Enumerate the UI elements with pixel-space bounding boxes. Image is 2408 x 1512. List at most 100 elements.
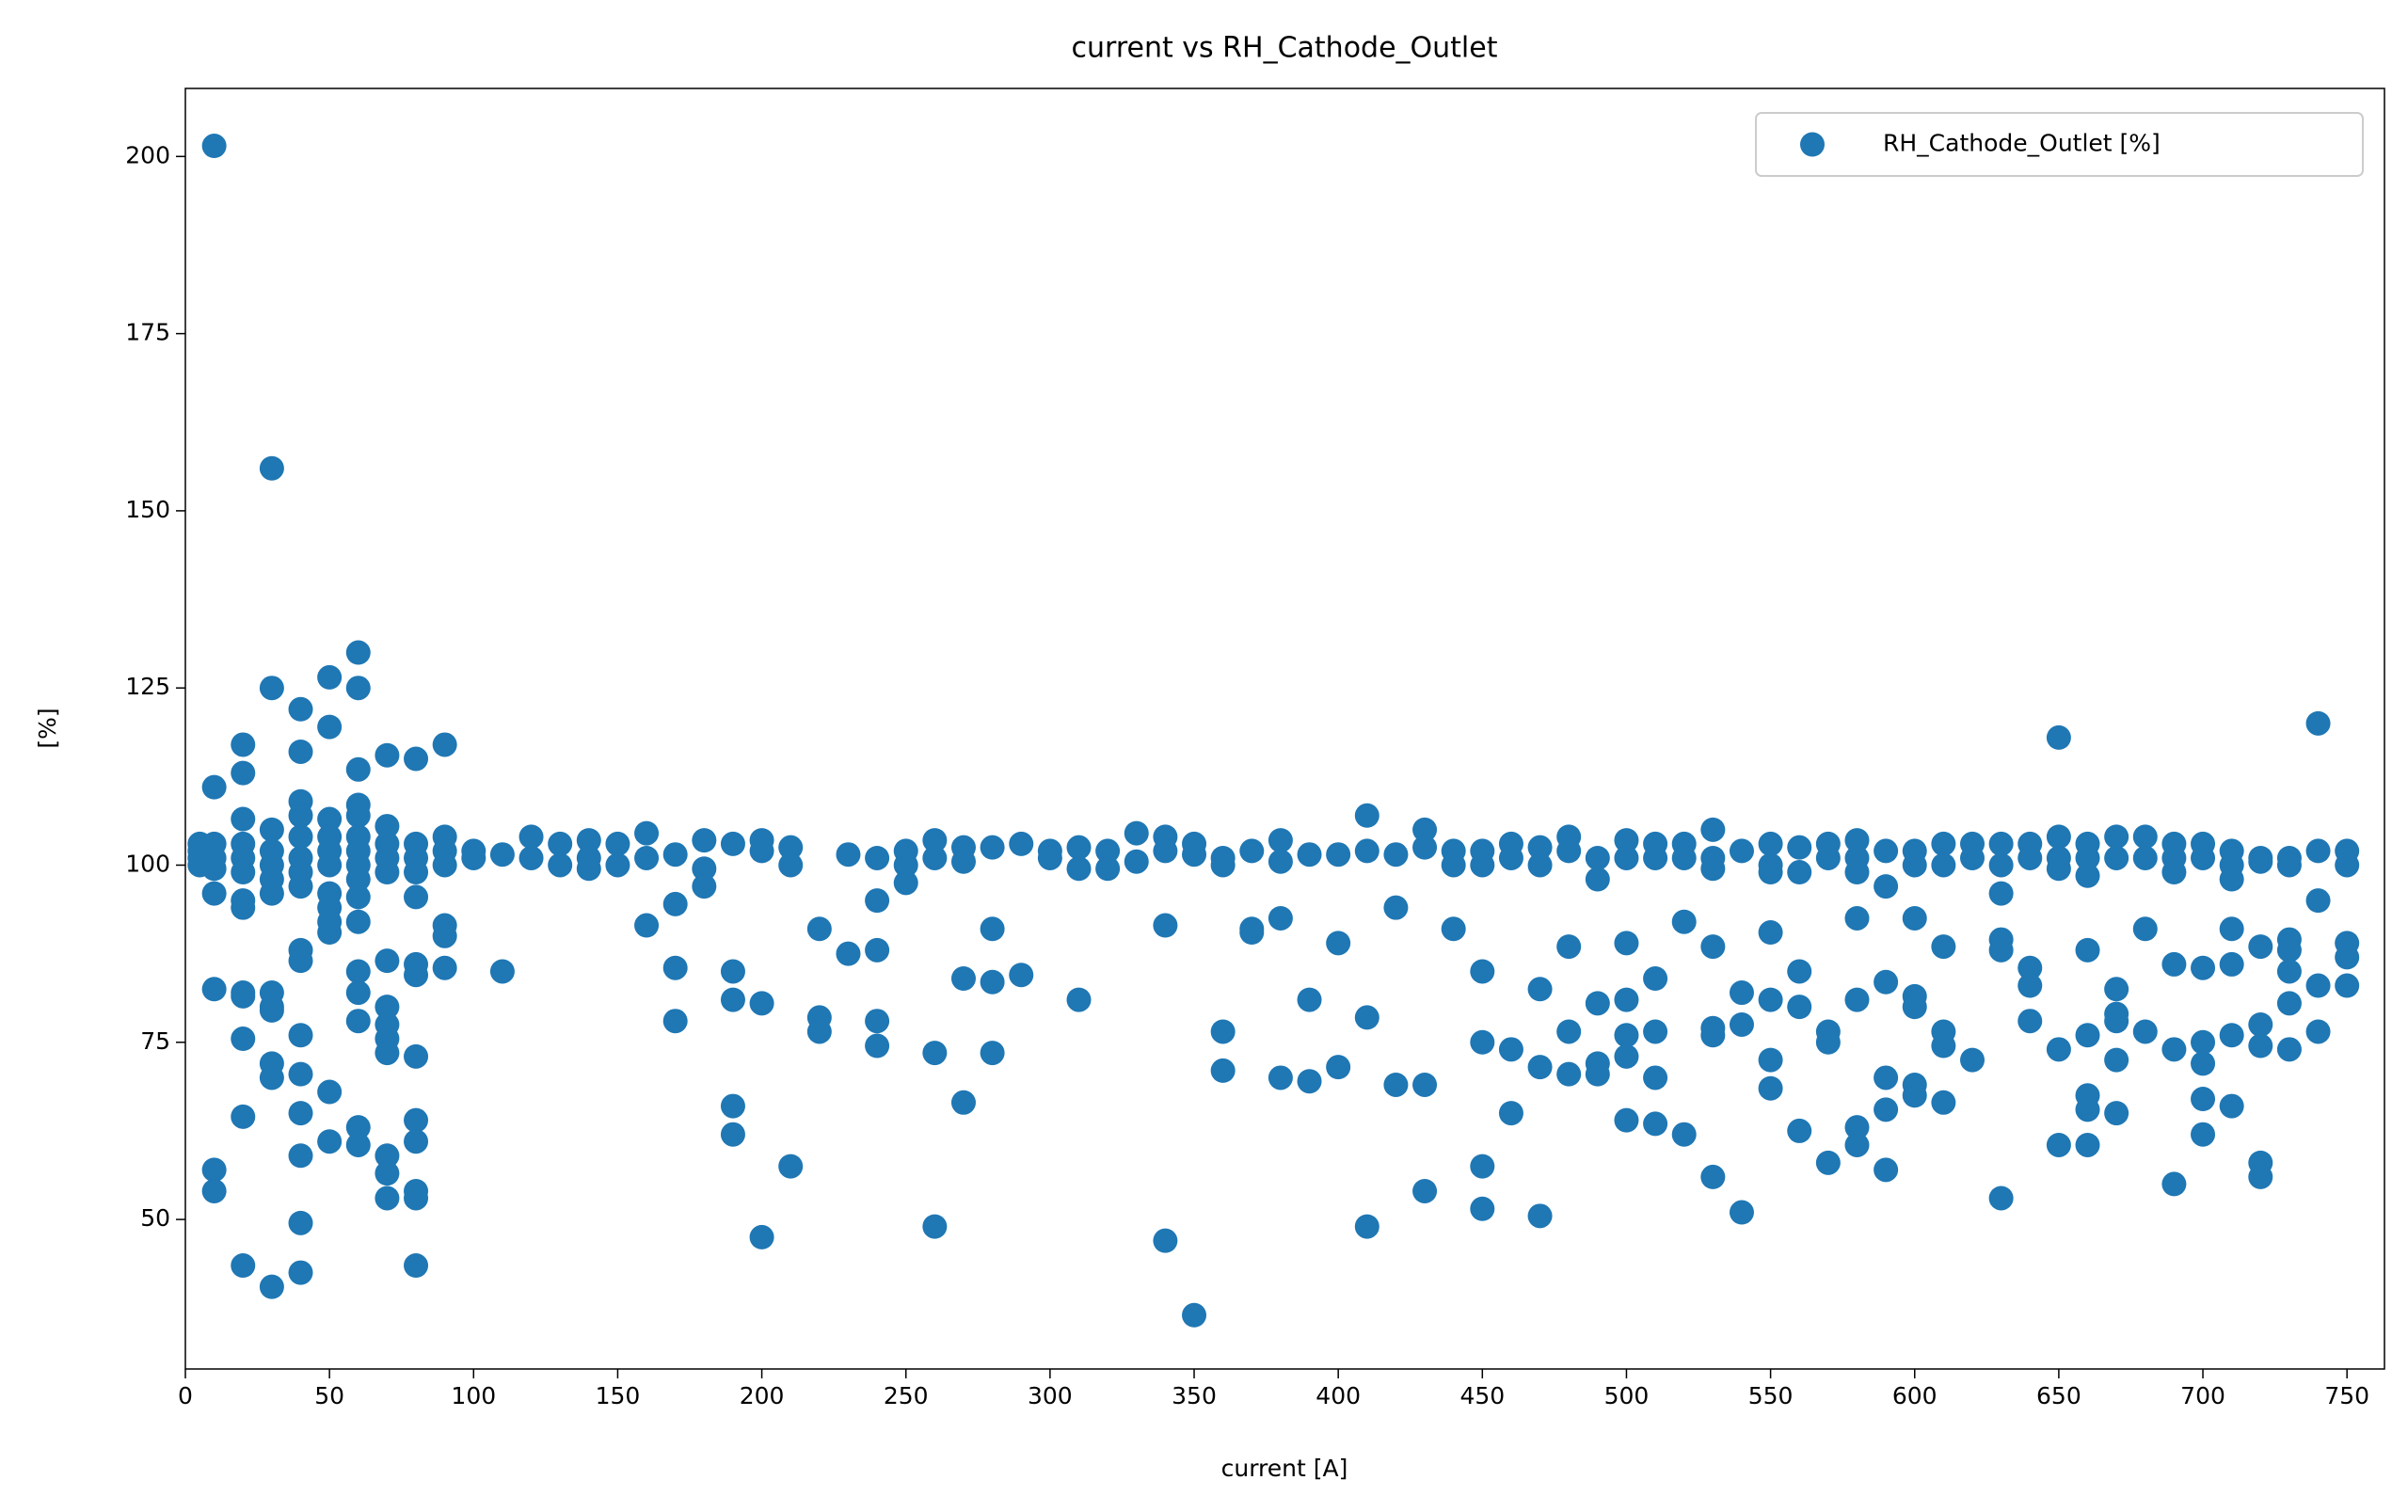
point — [1470, 852, 1495, 878]
point — [1412, 1072, 1438, 1097]
point — [1614, 1107, 1639, 1133]
point — [288, 803, 313, 828]
point — [231, 983, 256, 1009]
point — [1931, 1033, 1956, 1058]
point — [1441, 852, 1466, 878]
point — [1585, 845, 1610, 870]
point — [1931, 1090, 1956, 1115]
point — [749, 991, 774, 1016]
point — [2191, 1087, 2216, 1112]
point — [2191, 1051, 2216, 1076]
point — [2017, 973, 2043, 998]
point — [2132, 845, 2158, 870]
point — [2017, 955, 2043, 980]
point — [2276, 1037, 2302, 1062]
point — [1556, 1019, 1582, 1044]
point — [2046, 724, 2071, 750]
point — [1124, 820, 1149, 846]
point — [1268, 905, 1293, 931]
point — [2104, 824, 2129, 850]
point — [1787, 835, 1812, 860]
point — [2335, 945, 2360, 970]
point — [1729, 1011, 1754, 1037]
point — [231, 806, 256, 832]
point — [1182, 842, 1207, 867]
point — [201, 977, 227, 1002]
point — [950, 965, 976, 991]
point — [201, 774, 227, 800]
point — [720, 1122, 745, 1147]
point — [720, 1093, 745, 1119]
point — [2335, 852, 2360, 878]
point — [2248, 849, 2273, 874]
point — [1210, 852, 1236, 878]
point — [404, 1186, 429, 1211]
point — [2219, 1023, 2244, 1048]
point — [1556, 1061, 1582, 1087]
point — [1758, 1047, 1783, 1073]
plot-frame — [184, 88, 2385, 1370]
x-tick-label: 600 — [1892, 1382, 1938, 1409]
point — [345, 867, 371, 892]
point — [548, 831, 573, 856]
point — [375, 742, 400, 768]
point — [1988, 831, 2014, 856]
point — [2219, 916, 2244, 942]
point — [345, 980, 371, 1006]
point — [1988, 881, 2014, 906]
x-tick-label: 350 — [1172, 1382, 1217, 1409]
point — [1153, 913, 1178, 938]
point — [865, 888, 890, 914]
point — [432, 923, 457, 948]
point — [1326, 1055, 1351, 1080]
point — [404, 1129, 429, 1154]
point — [1527, 977, 1553, 1002]
point — [2046, 1037, 2071, 1062]
point — [1470, 959, 1495, 984]
point — [1758, 831, 1783, 856]
point — [1700, 856, 1726, 882]
y-tick-label: 50 — [140, 1204, 170, 1232]
point — [288, 739, 313, 764]
point — [317, 664, 343, 690]
point — [2191, 1029, 2216, 1055]
point — [1037, 845, 1062, 870]
point — [1268, 849, 1293, 874]
point — [634, 845, 660, 870]
point — [1470, 1029, 1495, 1055]
point — [1729, 838, 1754, 864]
point — [231, 888, 256, 914]
point — [1758, 920, 1783, 946]
point — [720, 959, 745, 984]
point — [231, 1104, 256, 1129]
point — [1470, 1196, 1495, 1221]
point — [1815, 1029, 1841, 1055]
point — [1844, 987, 1870, 1012]
point — [836, 941, 861, 966]
point — [1556, 838, 1582, 864]
point — [404, 746, 429, 772]
point — [1210, 1019, 1236, 1044]
point — [1931, 934, 1956, 960]
point — [2305, 1019, 2331, 1044]
point — [1498, 1101, 1523, 1126]
point — [1643, 965, 1668, 991]
point — [662, 1009, 688, 1034]
point — [778, 1154, 804, 1179]
point — [2248, 934, 2273, 960]
point — [2276, 959, 2302, 984]
point — [2305, 888, 2331, 914]
point — [201, 134, 227, 159]
point — [201, 856, 227, 882]
x-tick-label: 250 — [884, 1382, 929, 1409]
y-tick-label: 125 — [125, 673, 170, 700]
point — [1527, 1203, 1553, 1229]
point — [1787, 1118, 1812, 1143]
point — [2104, 1009, 2129, 1034]
point — [778, 852, 804, 878]
point — [404, 1107, 429, 1133]
point — [1844, 1115, 1870, 1140]
point — [2219, 867, 2244, 892]
point — [1874, 874, 1899, 899]
